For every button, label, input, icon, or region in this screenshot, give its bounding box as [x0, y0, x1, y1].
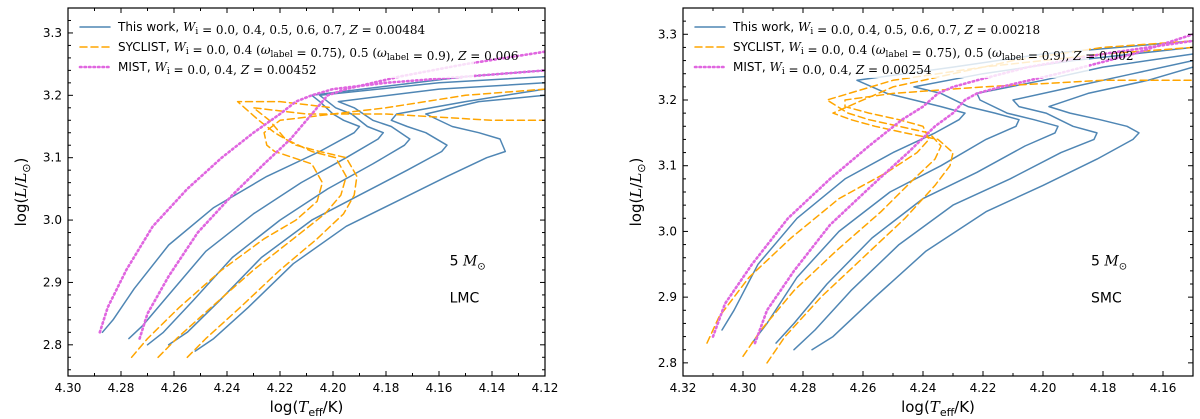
mass-annotation: 5 M⊙: [1091, 254, 1127, 273]
legend-entry: SYCLIST, Wi = 0.0, 0.4 (ωlabel = 0.75), …: [118, 40, 519, 63]
series-line-dashed-5: [706, 79, 1193, 344]
series-line-solid-0: [101, 69, 545, 334]
series-line-dotted-9: [753, 33, 1193, 345]
series-line-solid-3: [793, 59, 1193, 351]
y-tick-label: 3.2: [43, 88, 62, 102]
y-axis-label: log(L/L⊙): [12, 158, 33, 227]
legend-frame: [689, 14, 1089, 78]
legend-entry: MIST, Wi = 0.0, 0.4, Z = 0.00452: [118, 60, 316, 77]
x-tick-label: 4.26: [161, 381, 188, 395]
x-tick-label: 4.18: [373, 381, 400, 395]
series-line-dashed-5: [130, 88, 545, 359]
x-tick-label: 4.18: [1090, 381, 1117, 395]
x-tick-label: 4.14: [479, 381, 506, 395]
x-tick-label: 4.28: [108, 381, 135, 395]
x-tick-label: 4.16: [426, 381, 453, 395]
x-tick-label: 4.30: [730, 381, 757, 395]
legend-entry: SYCLIST, Wi = 0.0, 0.4 (ωlabel = 0.75), …: [733, 40, 1134, 63]
series-line-dashed-6: [742, 46, 1193, 358]
y-tick-label: 2.8: [43, 338, 62, 352]
legend-entry: This work, Wi = 0.0, 0.4, 0.5, 0.6, 0.7,…: [117, 20, 426, 37]
series-line-dotted-9: [138, 50, 545, 340]
y-tick-label: 3.0: [43, 213, 62, 227]
panel-smc: 4.32 4.30 4.28 4.26 4.24 4.22 4.20 4.18 4.16 2.8 2…: [627, 7, 1194, 419]
mass-annotation: 5 M⊙: [450, 254, 486, 273]
series-group: [98, 50, 545, 359]
x-tick-label: 4.20: [320, 381, 347, 395]
series-line-dashed-7: [766, 40, 1193, 364]
legend-entry: MIST, Wi = 0.0, 0.4, Z = 0.00254: [733, 60, 932, 77]
y-tick-label: 3.3: [658, 27, 677, 41]
series-line-dotted-8: [98, 69, 545, 334]
x-tick-label: 4.12: [532, 381, 559, 395]
x-tick-label: 4.24: [910, 381, 937, 395]
x-tick-label: 4.16: [1150, 381, 1177, 395]
y-tick-label: 2.9: [43, 275, 62, 289]
legend-frame: [74, 14, 474, 78]
series-group: [706, 33, 1193, 364]
y-tick-label: 3.1: [43, 151, 62, 165]
panel-lmc: 4.30 4.28 4.26 4.24 4.22 4.20 4.18 4.16 4.14 4.12…: [12, 7, 559, 419]
x-tick-label: 4.22: [970, 381, 997, 395]
series-line-solid-0: [721, 40, 1193, 331]
x-axis-label: log(Teff/K): [901, 398, 975, 419]
y-tick-label: 2.8: [658, 356, 677, 370]
legend: This work, Wi = 0.0, 0.4, 0.5, 0.6, 0.7,…: [689, 14, 1134, 78]
galaxy-annotation: LMC: [450, 290, 480, 306]
y-tick-label: 3.2: [658, 93, 677, 107]
galaxy-annotation: SMC: [1091, 290, 1122, 306]
x-tick-label: 4.24: [214, 381, 241, 395]
series-line-solid-3: [167, 88, 545, 346]
y-tick-label: 3.3: [43, 26, 62, 40]
x-tick-label: 4.30: [55, 381, 82, 395]
x-tick-label: 4.22: [267, 381, 294, 395]
y-tick-label: 3.1: [658, 159, 677, 173]
y-axis-label: log(L/L⊙): [627, 158, 648, 227]
legend-entry: This work, Wi = 0.0, 0.4, 0.5, 0.6, 0.7,…: [732, 20, 1040, 37]
legend: This work, Wi = 0.0, 0.4, 0.5, 0.6, 0.7,…: [74, 14, 519, 78]
series-line-solid-4: [194, 94, 545, 352]
x-tick-label: 4.20: [1030, 381, 1057, 395]
x-axis-label: log(Teff/K): [270, 398, 344, 419]
series-line-solid-2: [775, 53, 1193, 344]
series-line-dashed-6: [157, 107, 545, 359]
series-line-solid-1: [751, 46, 1193, 344]
x-tick-label: 4.32: [670, 381, 697, 395]
series-line-dashed-7: [186, 100, 358, 359]
series-line-solid-4: [811, 66, 1193, 351]
x-tick-label: 4.26: [850, 381, 877, 395]
y-tick-label: 3.0: [658, 224, 677, 238]
x-tick-label: 4.28: [790, 381, 817, 395]
y-tick-label: 2.9: [658, 290, 677, 304]
series-line-solid-2: [146, 82, 545, 346]
